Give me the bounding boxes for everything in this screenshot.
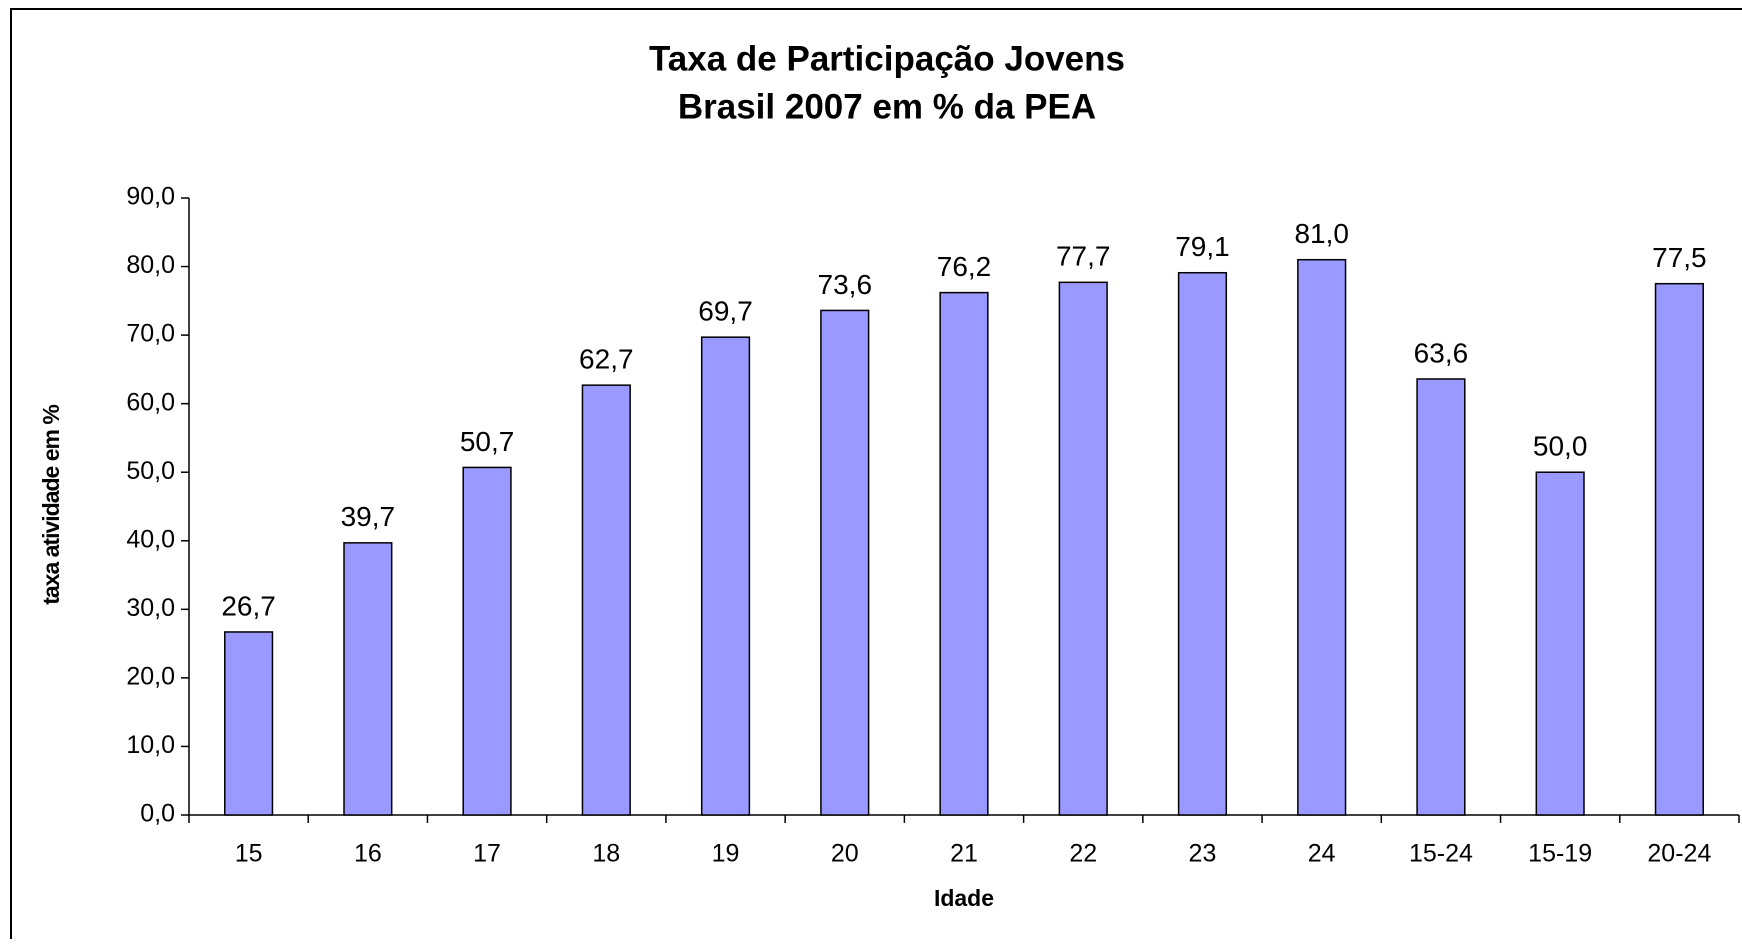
x-tick-label: 24: [1308, 840, 1336, 868]
bar: [1058, 281, 1108, 816]
y-axis-label: taxa atividade em %: [38, 405, 64, 605]
y-tick-label: 80,0: [126, 251, 175, 279]
x-tick-label: 15-19: [1528, 840, 1592, 868]
bar: [1297, 258, 1347, 816]
chart-title: Taxa de Participação Jovens: [649, 39, 1125, 78]
value-label: 77,7: [1056, 241, 1111, 272]
x-tick-label: 15-24: [1409, 840, 1473, 868]
x-tick-label: 17: [473, 840, 501, 868]
frame: [10, 8, 1742, 944]
y-tick-label: 10,0: [126, 731, 175, 759]
bar: [939, 291, 989, 816]
x-tick-label: 19: [712, 840, 740, 868]
y-tick-label: 90,0: [126, 183, 175, 211]
value-label: 76,2: [937, 251, 992, 282]
y-tick-label: 60,0: [126, 388, 175, 416]
y-tick-label: 50,0: [126, 457, 175, 485]
bar: [1654, 282, 1704, 816]
x-tick-label: 20-24: [1647, 840, 1711, 868]
bar: [700, 336, 751, 816]
value-label: 39,7: [341, 501, 396, 532]
value-label: 79,1: [1175, 231, 1230, 262]
bar: [1535, 471, 1585, 816]
x-tick-label: 22: [1069, 840, 1097, 868]
value-label: 50,7: [460, 426, 515, 457]
value-label: 73,6: [818, 269, 873, 300]
bar: [581, 384, 631, 816]
x-tick-label: 18: [592, 840, 620, 868]
bar: [224, 631, 274, 816]
value-label: 26,7: [221, 590, 276, 621]
chart-subtitle: Brasil 2007 em % da PEA: [678, 87, 1096, 126]
x-tick-label: 15: [235, 840, 263, 868]
y-tick-label: 70,0: [126, 320, 175, 348]
x-tick-label: 23: [1189, 840, 1217, 868]
x-tick-label: 20: [831, 840, 859, 868]
x-tick-label: 21: [950, 840, 978, 868]
bar: [343, 542, 393, 816]
y-tick-label: 0,0: [140, 800, 175, 828]
x-axis-label: Idade: [934, 885, 994, 911]
y-tick-label: 40,0: [126, 525, 175, 553]
x-tick-label: 16: [354, 840, 382, 868]
y-tick-label: 30,0: [126, 594, 175, 622]
bar: [1177, 271, 1228, 816]
value-label: 81,0: [1294, 218, 1349, 249]
value-label: 62,7: [579, 344, 634, 375]
value-label: 77,5: [1652, 242, 1707, 273]
bar: [462, 466, 512, 816]
value-label: 63,6: [1414, 337, 1469, 368]
value-label: 50,0: [1533, 431, 1588, 462]
bar: [820, 309, 870, 816]
value-label: 69,7: [698, 296, 753, 327]
bar: [1416, 378, 1466, 816]
y-tick-label: 20,0: [126, 662, 175, 690]
